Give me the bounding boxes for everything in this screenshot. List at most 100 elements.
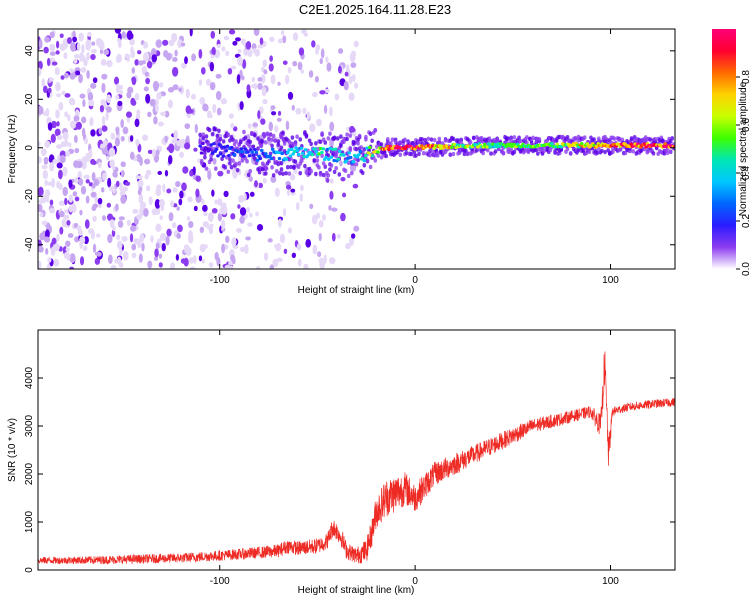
spectrogram-noise-cell — [270, 105, 276, 110]
spectrogram-band-halo — [215, 133, 220, 139]
spectrogram-signal-cell — [313, 147, 317, 151]
spectrogram-noise-cell — [179, 151, 184, 158]
spectrogram-signal-cell — [344, 159, 349, 163]
spectrogram-band-halo — [320, 131, 324, 136]
spectrogram-noise-cell — [126, 219, 131, 227]
spectrogram-noise-cell — [73, 134, 78, 144]
spectrogram-noise-cell — [131, 67, 136, 74]
spectrogram-signal-cell — [419, 144, 424, 148]
spectrogram-noise-cell — [309, 203, 314, 210]
spectrogram-signal-cell — [294, 146, 298, 150]
spectrogram-noise-cell — [220, 219, 226, 230]
spectrogram-noise-cell — [142, 52, 150, 62]
spectrogram-signal-cell — [318, 146, 323, 151]
spectrogram-band-halo — [253, 156, 257, 162]
spectrogram-band-halo — [331, 152, 335, 157]
spectrogram-noise-cell — [101, 82, 106, 93]
spectrogram-noise-cell — [348, 75, 353, 85]
spectrogram-signal-cell — [595, 144, 599, 149]
spectrogram-ylabel: Frequency (Hz) — [7, 115, 18, 184]
spectrogram-noise-cell — [77, 228, 83, 236]
spectrogram-noise-cell — [159, 198, 165, 208]
spectrogram-noise-cell — [318, 219, 324, 228]
spectrogram-band-halo — [345, 136, 349, 142]
spectrogram-noise-cell — [138, 175, 143, 180]
spectrogram-noise-cell — [203, 103, 209, 112]
spectrogram-band-halo — [256, 146, 260, 151]
spectrogram-noise-cell — [78, 178, 84, 186]
spectrogram-band-halo — [661, 139, 665, 144]
spectrogram-noise-cell — [47, 181, 54, 186]
spectrogram-noise-cell — [221, 243, 226, 254]
snr-ytick-label: 2000 — [24, 462, 35, 485]
snr-frame — [37, 329, 676, 571]
spectrogram-band-halo — [262, 163, 267, 169]
spectrogram-noise-cell — [134, 118, 140, 128]
spectrogram-signal-cell — [285, 151, 290, 155]
spectrogram-noise-cell — [251, 76, 256, 83]
spectrogram-noise-cell — [38, 186, 44, 197]
spectrogram-signal-cell — [514, 145, 518, 149]
spectrogram-band-halo — [307, 138, 312, 143]
spectrogram-noise-cell — [183, 257, 189, 267]
spectrogram-band-halo — [207, 127, 212, 133]
spectrogram-noise-cell — [344, 71, 349, 77]
spectrogram-noise-cell — [147, 260, 153, 269]
spectrogram-noise-cell — [78, 73, 83, 84]
spectrogram-band-halo — [279, 161, 284, 166]
spectrogram-noise-cell — [107, 233, 113, 244]
spectrogram-noise-cell — [164, 135, 168, 143]
spectrogram-noise-cell — [287, 189, 291, 197]
spectrogram-noise-cell — [337, 48, 344, 54]
spectrogram-band-halo — [437, 136, 442, 142]
spectrogram-noise-cell — [274, 187, 280, 198]
spectrogram-noise-cell — [221, 46, 226, 52]
spectrogram-band-halo — [354, 147, 359, 152]
spectrogram-noise-cell — [84, 219, 90, 229]
spectrogram-noise-cell — [203, 212, 208, 217]
spectrogram-noise-cell — [119, 248, 123, 256]
spectrogram-band-halo — [618, 147, 623, 152]
spectrogram-noise-cell — [232, 257, 236, 265]
spectrogram-band-halo — [525, 140, 529, 145]
spectrogram-noise-cell — [262, 177, 267, 184]
spectrogram-band-halo — [368, 131, 373, 137]
spectrogram-signal-cell — [376, 150, 380, 154]
spectrogram-noise-cell — [178, 198, 183, 206]
spectrogram-signal-cell — [214, 147, 219, 151]
spectrogram-band-halo — [423, 137, 428, 143]
spectrogram-noise-cell — [137, 50, 142, 55]
spectrogram-noise-cell — [73, 160, 79, 168]
snr-ytick-label: 1000 — [24, 510, 35, 533]
spectrogram-noise-cell — [186, 216, 191, 221]
spectrogram-noise-cell — [70, 41, 77, 52]
spectrogram-signal-cell — [627, 144, 632, 149]
spectrogram-noise-cell — [329, 190, 334, 200]
spectrogram-noise-cell — [109, 159, 115, 168]
spectrogram-noise-cell — [74, 196, 80, 202]
spectrogram-signal-cell — [663, 142, 668, 146]
spectrogram-noise-cell — [211, 189, 215, 197]
spectrogram-noise-cell — [311, 92, 318, 98]
spectrogram-noise-cell — [50, 133, 56, 143]
spectrogram-band-halo — [304, 133, 309, 138]
spectrogram-band-halo — [542, 148, 546, 154]
spectrogram-band-halo — [531, 135, 535, 141]
spectrogram-band-halo — [403, 137, 407, 142]
spectrogram-noise-cell — [175, 253, 180, 261]
spectrogram-noise-cell — [318, 232, 322, 242]
spectrogram-noise-cell — [120, 119, 124, 129]
spectrogram-noise-cell — [54, 128, 61, 137]
spectrogram-signal-cell — [333, 147, 338, 151]
snr-ylabel: SNR (10 * v/v) — [7, 418, 18, 482]
spectrogram-noise-cell — [43, 236, 51, 243]
spectrogram-noise-cell — [90, 82, 97, 89]
spectrogram-signal-cell — [223, 145, 227, 149]
spectrogram-band-halo — [348, 147, 353, 153]
spectrogram-noise-cell — [41, 220, 48, 226]
spectrogram-noise-cell — [255, 211, 259, 217]
spectrogram-signal-cell — [454, 145, 458, 150]
spectrogram-noise-cell — [66, 37, 72, 44]
spectrogram-noise-cell — [69, 68, 74, 74]
spectrogram-band-halo — [267, 137, 271, 142]
